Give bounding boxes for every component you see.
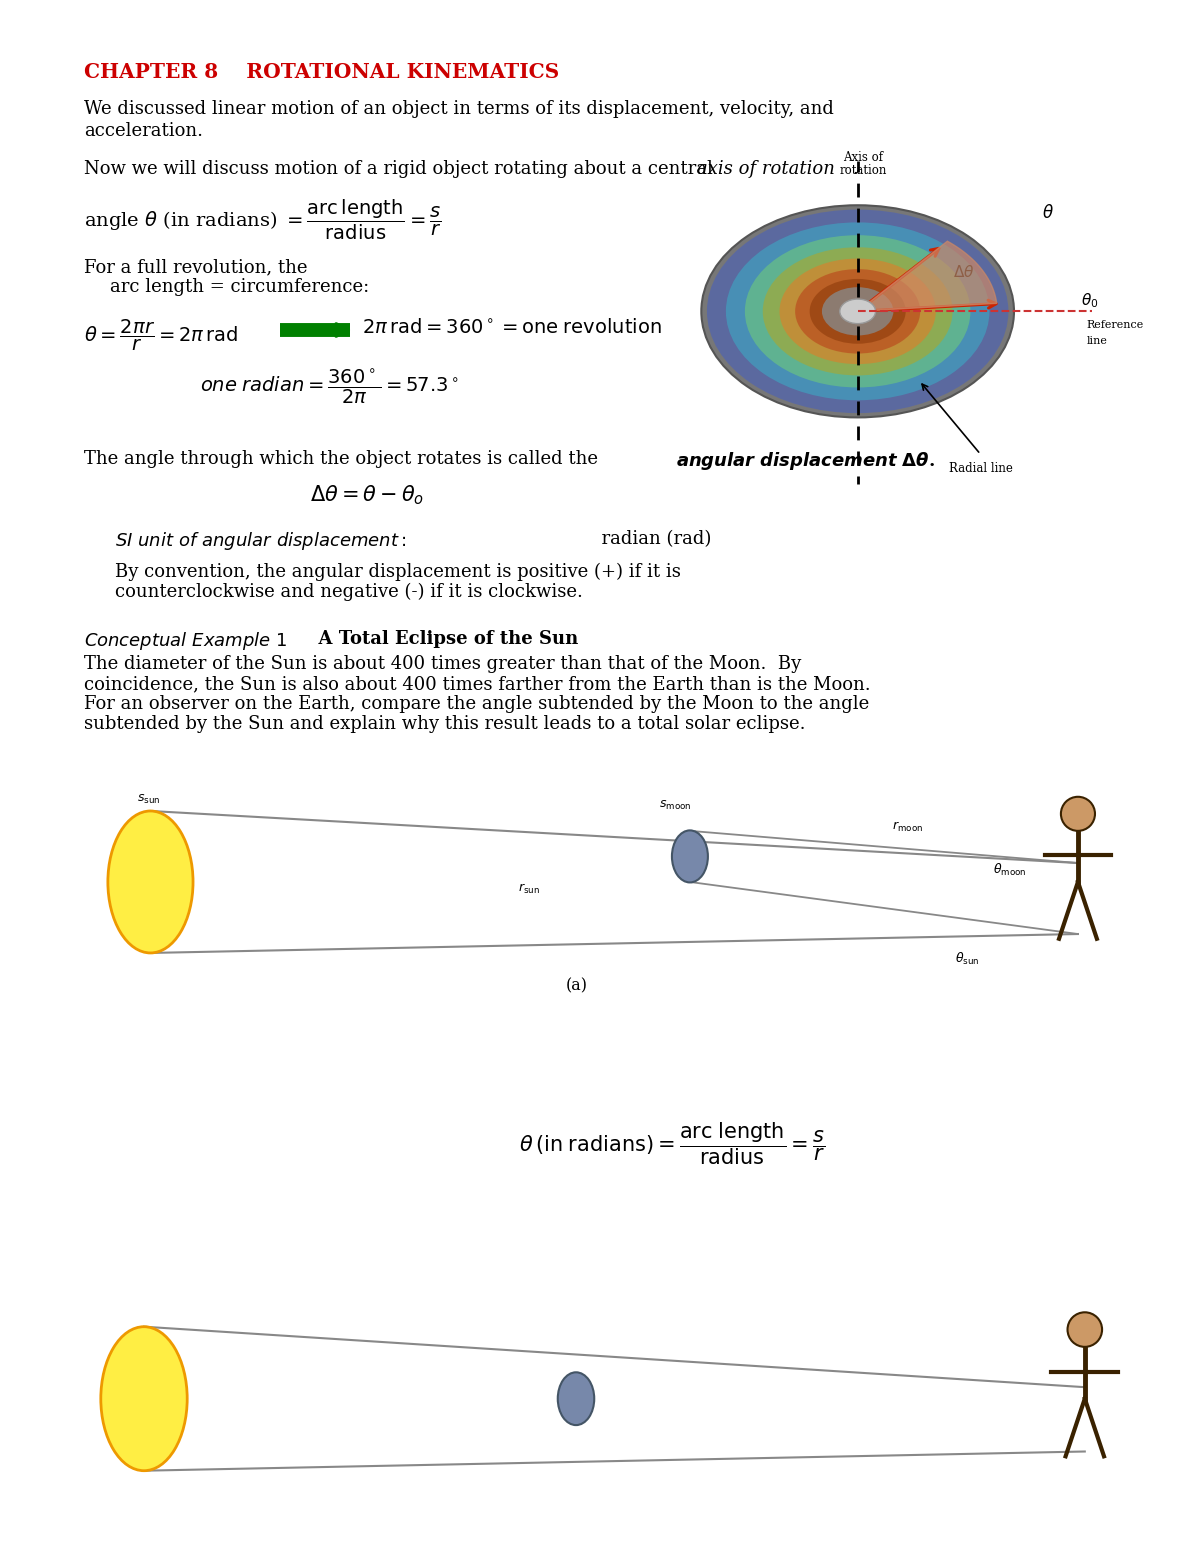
- Ellipse shape: [840, 300, 876, 323]
- Text: $\Delta\theta=\theta-\theta_o$: $\Delta\theta=\theta-\theta_o$: [310, 483, 424, 506]
- Text: radian (rad): radian (rad): [590, 530, 712, 548]
- Text: $\theta$: $\theta$: [1042, 203, 1054, 222]
- Ellipse shape: [672, 831, 708, 882]
- Text: $2\pi\,\mathrm{rad}=360^\circ=\mathrm{one\;revolution}$: $2\pi\,\mathrm{rad}=360^\circ=\mathrm{on…: [362, 318, 661, 337]
- Text: $\boldsymbol{angular\ displacement\ \Delta\theta}$.: $\boldsymbol{angular\ displacement\ \Del…: [676, 450, 935, 472]
- Text: $\theta\,(\mathrm{in\;radians})=\dfrac{\mathrm{arc\;length}}{\mathrm{radius}}=\d: $\theta\,(\mathrm{in\;radians})=\dfrac{\…: [518, 1120, 826, 1166]
- Text: angle $\theta$ (in radians) $=\dfrac{\mathrm{arc\,length}}{\mathrm{radius}}=\dfr: angle $\theta$ (in radians) $=\dfrac{\ma…: [84, 197, 442, 242]
- Text: coincidence, the Sun is also about 400 times farther from the Earth than is the : coincidence, the Sun is also about 400 t…: [84, 676, 871, 693]
- Text: $r_\mathrm{sun}$: $r_\mathrm{sun}$: [518, 882, 540, 896]
- Text: $\Delta\theta$: $\Delta\theta$: [953, 264, 974, 280]
- Ellipse shape: [108, 811, 193, 954]
- Text: $\theta_\mathrm{moon}$: $\theta_\mathrm{moon}$: [992, 862, 1026, 879]
- Text: $\mathit{Conceptual\ Example\ 1}$: $\mathit{Conceptual\ Example\ 1}$: [84, 631, 288, 652]
- Polygon shape: [858, 241, 997, 311]
- Text: subtended by the Sun and explain why this result leads to a total solar eclipse.: subtended by the Sun and explain why thi…: [84, 714, 805, 733]
- Text: $s_\mathrm{moon}$: $s_\mathrm{moon}$: [660, 800, 692, 812]
- Circle shape: [1068, 1312, 1102, 1346]
- Ellipse shape: [796, 269, 920, 354]
- Ellipse shape: [101, 1326, 187, 1471]
- Ellipse shape: [780, 258, 936, 363]
- Ellipse shape: [745, 235, 971, 387]
- Ellipse shape: [558, 1373, 594, 1426]
- Text: Reference: Reference: [1086, 320, 1144, 331]
- Text: Now we will discuss motion of a rigid object rotating about a central: Now we will discuss motion of a rigid ob…: [84, 160, 719, 179]
- Text: The angle through which the object rotates is called the: The angle through which the object rotat…: [84, 450, 604, 467]
- Text: arc length = circumference:: arc length = circumference:: [110, 278, 370, 297]
- Text: $\theta_0$: $\theta_0$: [1081, 290, 1098, 309]
- Ellipse shape: [701, 205, 1014, 418]
- Text: (a): (a): [565, 978, 587, 995]
- Text: $s_\mathrm{sun}$: $s_\mathrm{sun}$: [137, 792, 161, 806]
- Text: axis of rotation: axis of rotation: [697, 160, 835, 179]
- Text: A Total Eclipse of the Sun: A Total Eclipse of the Sun: [306, 631, 578, 648]
- Text: $\theta=\dfrac{2\pi r}{r}=2\pi\,\mathrm{rad}$: $\theta=\dfrac{2\pi r}{r}=2\pi\,\mathrm{…: [84, 318, 239, 353]
- Text: $\mathit{one\;radian}=\dfrac{360^\circ}{2\pi}=57.3^\circ$: $\mathit{one\;radian}=\dfrac{360^\circ}{…: [200, 368, 460, 407]
- Text: Radial line: Radial line: [948, 463, 1013, 475]
- Text: $\theta_\mathrm{sun}$: $\theta_\mathrm{sun}$: [955, 950, 979, 966]
- Ellipse shape: [810, 280, 906, 343]
- Text: Axis of: Axis of: [844, 151, 883, 165]
- Ellipse shape: [763, 247, 953, 376]
- Text: counterclockwise and negative (-) if it is clockwise.: counterclockwise and negative (-) if it …: [115, 582, 583, 601]
- Text: For an observer on the Earth, compare the angle subtended by the Moon to the ang: For an observer on the Earth, compare th…: [84, 696, 869, 713]
- Ellipse shape: [726, 222, 990, 401]
- Text: rotation: rotation: [840, 165, 887, 177]
- Ellipse shape: [707, 210, 1008, 413]
- Text: CHAPTER 8    ROTATIONAL KINEMATICS: CHAPTER 8 ROTATIONAL KINEMATICS: [84, 62, 559, 82]
- Text: $\boldsymbol{\mathit{SI\ unit\ of\ angular\ displacement:}}$: $\boldsymbol{\mathit{SI\ unit\ of\ angul…: [115, 530, 407, 551]
- Text: .: .: [852, 160, 858, 179]
- Text: line: line: [1086, 335, 1108, 346]
- Text: acceleration.: acceleration.: [84, 123, 203, 140]
- Text: We discussed linear motion of an object in terms of its displacement, velocity, : We discussed linear motion of an object …: [84, 99, 834, 118]
- Text: The diameter of the Sun is about 400 times greater than that of the Moon.  By: The diameter of the Sun is about 400 tim…: [84, 655, 802, 672]
- Circle shape: [1061, 797, 1094, 831]
- Text: For a full revolution, the: For a full revolution, the: [84, 258, 307, 276]
- Text: By convention, the angular displacement is positive (+) if it is: By convention, the angular displacement …: [115, 564, 680, 581]
- Ellipse shape: [822, 287, 894, 335]
- Text: $r_\mathrm{moon}$: $r_\mathrm{moon}$: [892, 820, 923, 834]
